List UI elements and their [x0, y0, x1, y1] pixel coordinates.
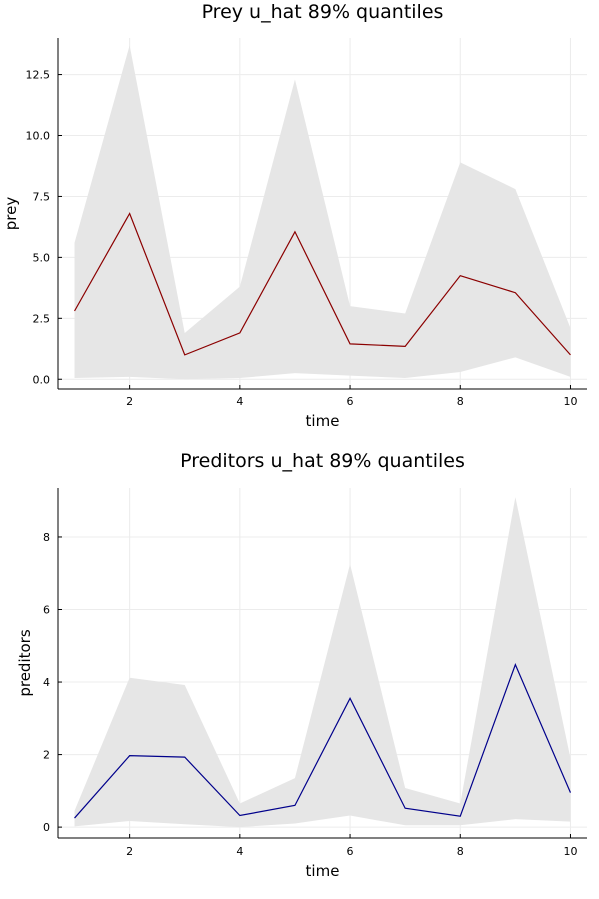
y-axis-label: prey: [2, 197, 20, 231]
y-tick-label: 8: [43, 531, 50, 544]
y-tick-label: 4: [43, 676, 50, 689]
quantile-band: [74, 497, 571, 828]
y-tick-label: 10.0: [26, 130, 51, 143]
prey-chart-panel: 2 4 6 8 10 0.0 2.5 5.0 7.5 10.0 12.5 Prey u_hat 89%…: [2, 1, 587, 430]
x-tick-label: 8: [457, 845, 464, 858]
predators-chart-panel: 2 4 6 8 10 0 2 4 6 8 Preditors u_hat 89% quantiles…: [16, 450, 587, 880]
y-tick-label: 0: [43, 821, 50, 834]
x-tick-label: 10: [563, 845, 577, 858]
quantile-band: [74, 45, 571, 380]
x-tick-label: 8: [457, 395, 464, 408]
chart-title: Preditors u_hat 89% quantiles: [180, 450, 465, 472]
x-tick-label: 10: [563, 395, 577, 408]
y-axis-label: preditors: [16, 629, 34, 697]
y-tick-label: 7.5: [33, 190, 51, 203]
chart-title: Prey u_hat 89% quantiles: [202, 1, 444, 23]
x-tick-label: 4: [236, 395, 243, 408]
x-tick-label: 6: [347, 395, 354, 408]
x-tick-label: 2: [126, 395, 133, 408]
y-tick-label: 2.5: [33, 312, 51, 325]
x-axis-label: time: [306, 412, 340, 430]
median-line: [74, 212, 571, 356]
x-axis-label: time: [306, 862, 340, 880]
y-tick-label: 0.0: [33, 373, 51, 386]
y-tick-label: 5.0: [33, 251, 51, 264]
x-tick-label: 6: [347, 845, 354, 858]
y-tick-label: 6: [43, 604, 50, 617]
y-tick-label: 12.5: [26, 69, 51, 82]
y-tick-label: 2: [43, 749, 50, 762]
median-line: [74, 663, 572, 819]
x-tick-label: 2: [126, 845, 133, 858]
x-tick-label: 4: [236, 845, 243, 858]
